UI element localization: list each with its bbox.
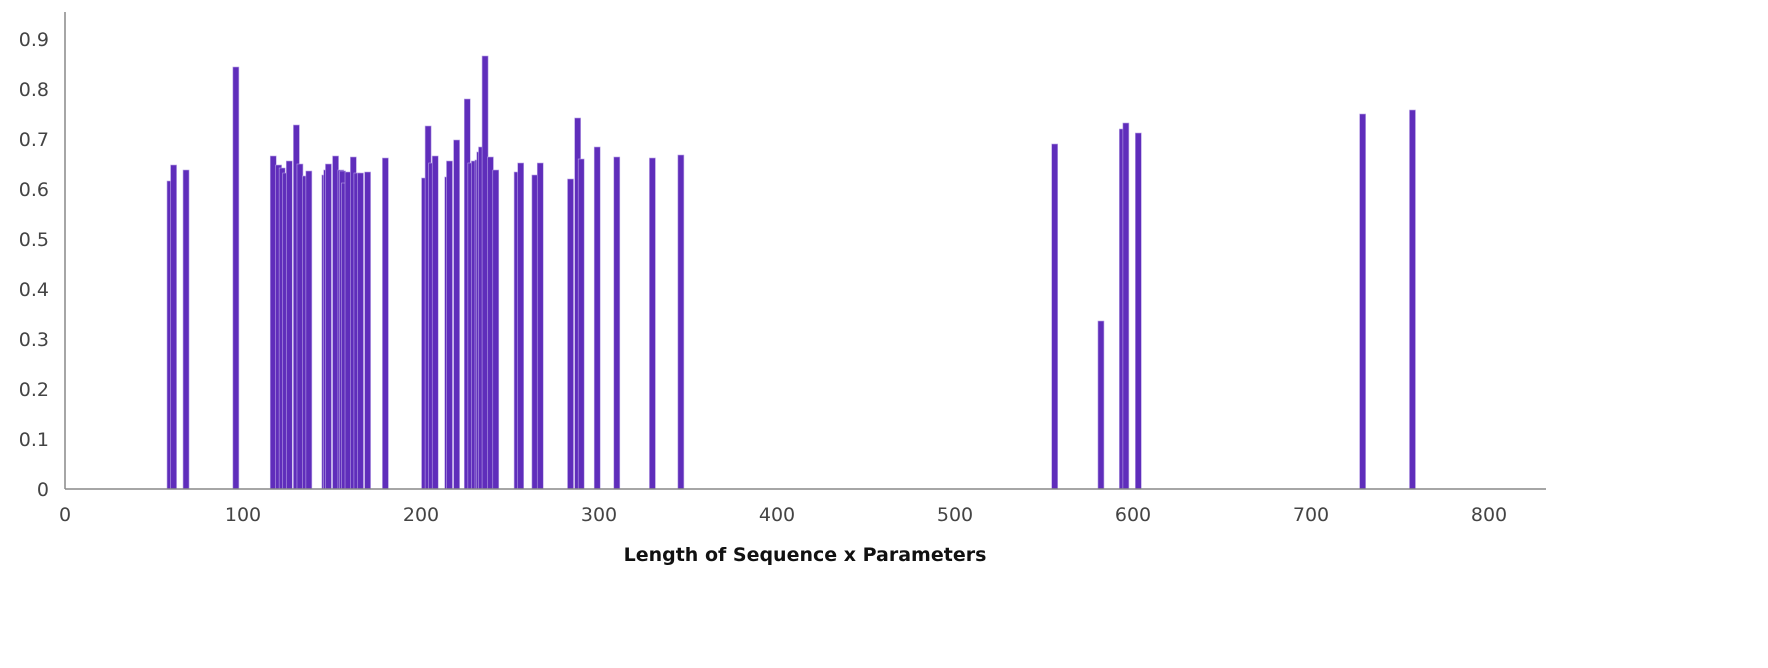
bar: [446, 160, 453, 490]
y-tick-label: 0.3: [19, 329, 49, 351]
bar: [1135, 132, 1142, 490]
bar: [1051, 143, 1058, 490]
y-tick-label: 0.5: [19, 229, 49, 251]
y-tick-labels: 0 0.1 0.2 0.3 0.4 0.5 0.6 0.7 0.8 0.9: [19, 29, 49, 501]
x-tick-labels: 0 100 200 300 400 500 600 700 800: [59, 504, 1507, 526]
bar: [1122, 122, 1130, 490]
x-tick-label: 400: [759, 504, 795, 526]
x-tick-label: 800: [1471, 504, 1507, 526]
bar: [305, 170, 313, 490]
bar: [567, 178, 574, 490]
y-tick-label: 0.6: [19, 179, 49, 201]
x-tick-label: 0: [59, 504, 71, 526]
bar: [357, 172, 364, 490]
bar: [536, 162, 544, 490]
x-tick-label: 200: [403, 504, 439, 526]
y-tick-label: 0.8: [19, 79, 49, 101]
y-tick-label: 0.1: [19, 429, 49, 451]
bar: [364, 171, 371, 490]
bar: [577, 158, 585, 490]
bar: [382, 157, 389, 490]
y-tick-label: 0.7: [19, 129, 49, 151]
x-axis-label: Length of Sequence x Parameters: [624, 544, 987, 566]
bar: [677, 154, 685, 490]
x-tick-label: 300: [581, 504, 617, 526]
x-tick-label: 700: [1293, 504, 1329, 526]
bar: [170, 164, 177, 490]
y-tick-label: 0: [37, 479, 49, 501]
bar: [453, 139, 460, 490]
bar: [1409, 109, 1416, 490]
bar: [593, 146, 601, 490]
bar: [492, 169, 500, 490]
bars: [166, 55, 1416, 490]
bar: [325, 163, 332, 490]
bar: [232, 66, 240, 490]
bar: [1097, 320, 1105, 490]
x-tick-label: 500: [937, 504, 973, 526]
bar: [285, 160, 293, 490]
bar: [431, 155, 439, 490]
y-tick-label: 0.9: [19, 29, 49, 51]
bar: [517, 162, 524, 490]
y-tick-label: 0.4: [19, 279, 49, 301]
bar: [649, 157, 656, 490]
y-tick-label: 0.2: [19, 379, 49, 401]
x-tick-label: 100: [225, 504, 261, 526]
x-tick-label: 600: [1115, 504, 1151, 526]
bar: [613, 156, 621, 490]
bar: [182, 169, 190, 490]
bar: [1359, 113, 1366, 490]
